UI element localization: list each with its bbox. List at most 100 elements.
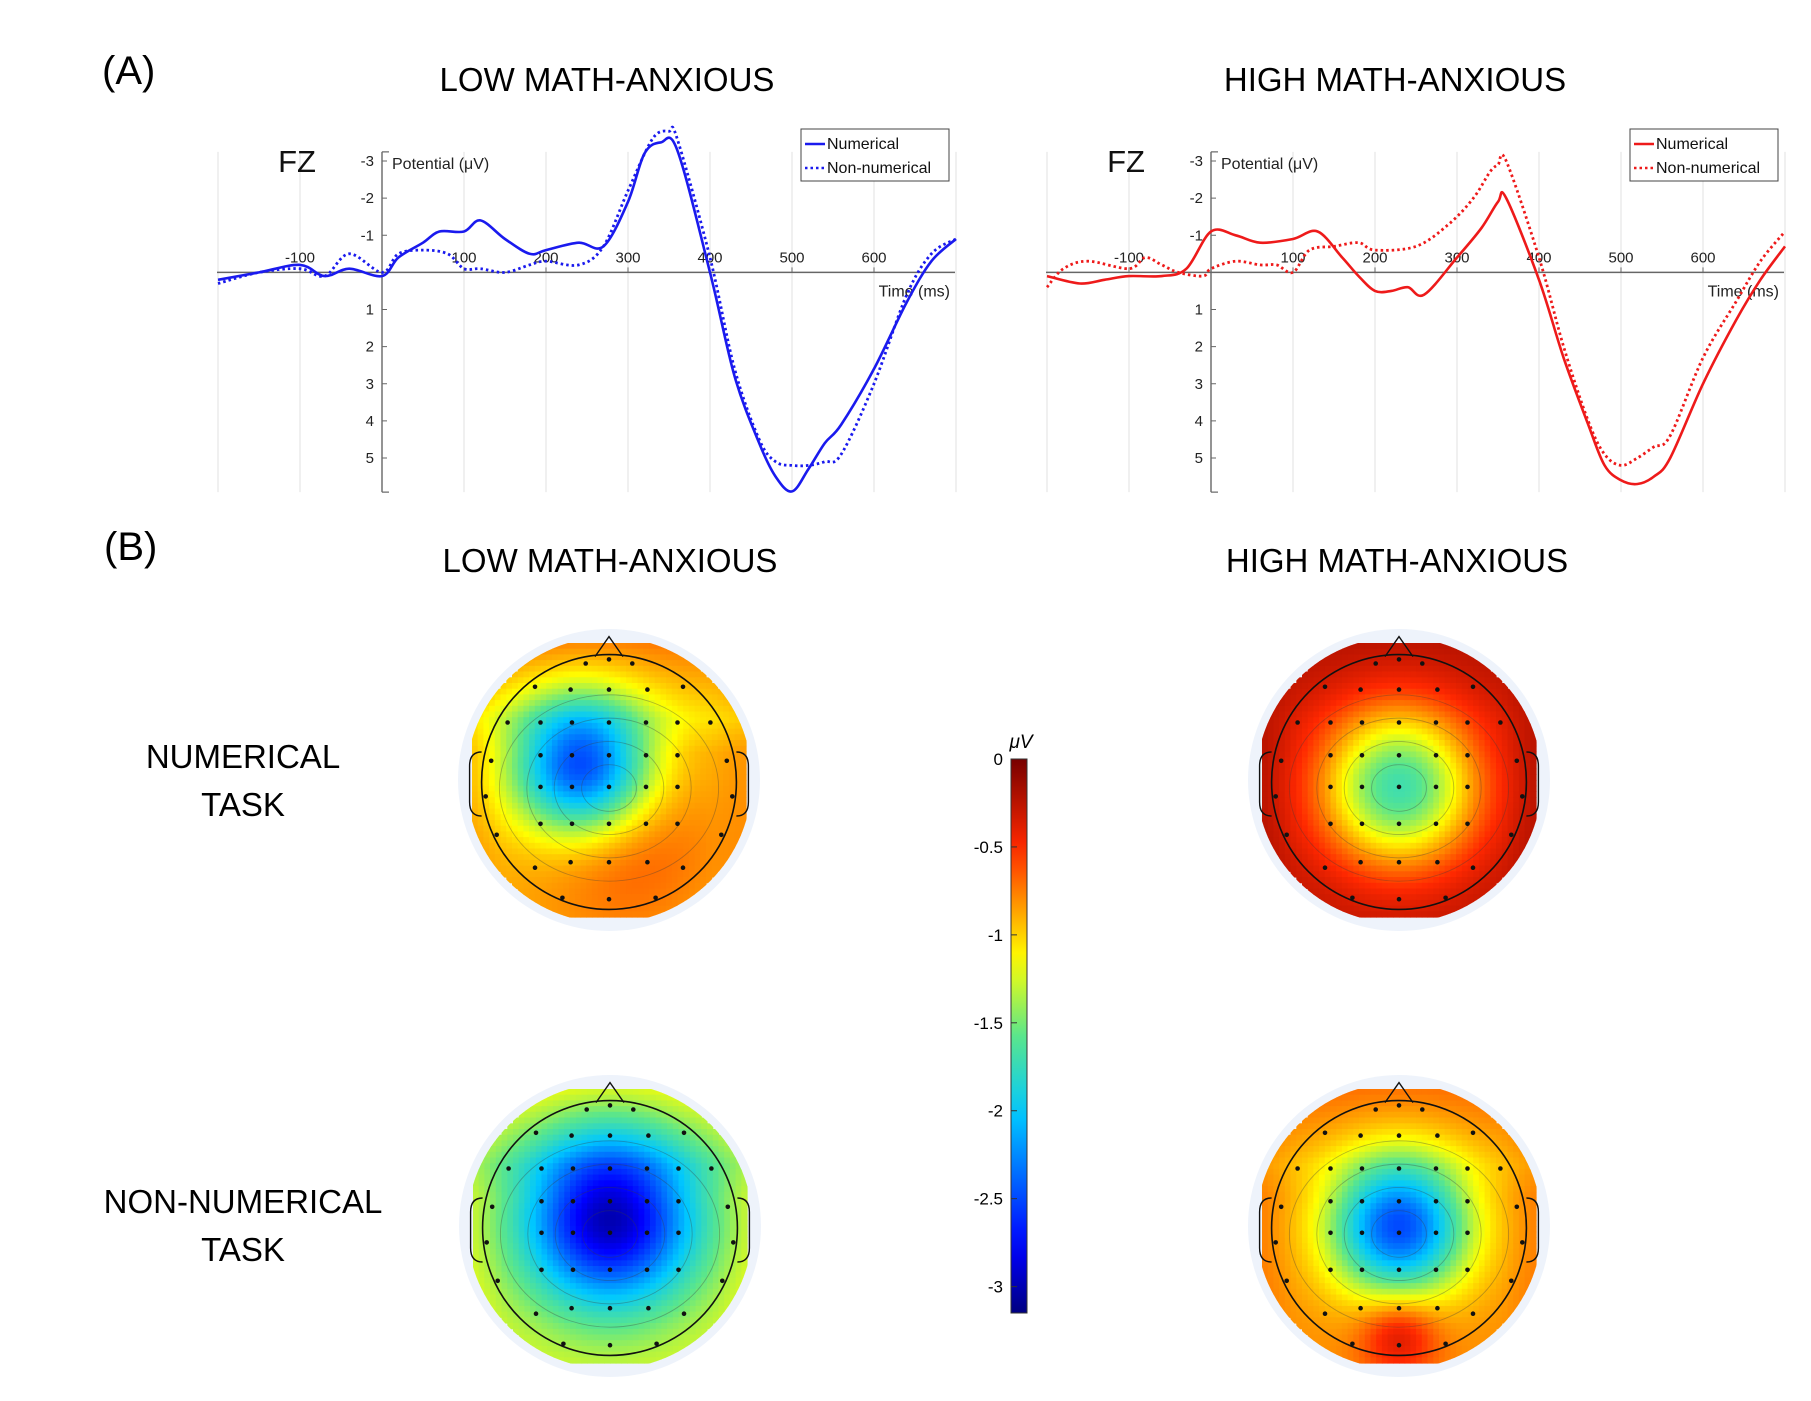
left-ear	[469, 1197, 483, 1263]
electrode-dot	[676, 1166, 681, 1171]
y-tick-label: 5	[1195, 450, 1203, 467]
electrode-dot	[1278, 1204, 1284, 1210]
x-tick-label: -100	[1114, 249, 1144, 266]
electrode-dot	[1465, 1230, 1470, 1236]
x-tick-label: 100	[1280, 249, 1305, 266]
electrode-dot	[1322, 684, 1328, 690]
electrode-dot	[1514, 758, 1520, 764]
electrode-dot	[1435, 859, 1440, 865]
x-tick-label: 100	[451, 249, 476, 266]
electrode-dot	[1396, 1103, 1402, 1108]
electrode-dot	[644, 1166, 650, 1171]
electrode-dot	[675, 784, 680, 790]
electrode-dot	[560, 895, 565, 901]
head-outline	[481, 1099, 739, 1357]
topo-cells	[473, 1089, 748, 1364]
x-tick-label: 500	[779, 249, 804, 266]
electrode-dot	[1433, 1230, 1439, 1236]
electrode-dot	[1396, 1133, 1402, 1138]
left-ear	[1258, 751, 1272, 817]
electrode-dot	[1328, 1166, 1333, 1171]
panel-a-low-title: LOW MATH-ANXIOUS	[440, 61, 775, 98]
electrode-dot	[1358, 1133, 1363, 1138]
y-tick-label: 4	[1195, 413, 1203, 430]
colorbar-tick-label: -0.5	[974, 838, 1003, 857]
row-label-numerical-line2: TASK	[201, 786, 285, 823]
electrode-dot	[1433, 1199, 1439, 1204]
colorbar: μV 0 -0.5 -1 -1.5 -2 -2.5 -3	[974, 732, 1035, 1314]
electrode-dot	[643, 821, 649, 827]
electrode-dot	[1328, 784, 1333, 790]
electrode-dot	[607, 1342, 613, 1348]
electrode-dot	[1273, 794, 1278, 799]
x-tick-label: 300	[615, 249, 640, 266]
left-ear	[1258, 1197, 1272, 1263]
electrode-dot	[607, 1199, 613, 1204]
electrode-dot	[539, 1267, 544, 1273]
electrode-dot	[1396, 859, 1402, 865]
topo-contour	[526, 717, 692, 859]
y-tick-label: 5	[366, 450, 374, 467]
topo-contour	[582, 1210, 638, 1258]
erp-plot-high-anxious: -100 100 200 300 400 500 600-3-2-112345Potenti…	[1045, 128, 1787, 493]
legend-label: Numerical	[1656, 136, 1728, 153]
electrode-dot	[570, 1199, 576, 1204]
x-axis-label: Time (ms)	[1708, 283, 1779, 300]
electrode-dot	[1443, 1341, 1448, 1347]
left-ear	[468, 751, 482, 817]
electrode-dot	[630, 661, 635, 666]
electrode-dot	[1498, 1166, 1503, 1171]
legend-label: Non-numerical	[827, 160, 931, 177]
row-label-non-numerical: NON-NUMERICAL TASK	[104, 1183, 383, 1268]
electrode-dot	[709, 1166, 714, 1171]
panel-a-label: (A)	[102, 49, 155, 93]
electrode-dot	[538, 753, 543, 758]
electrode-dot	[676, 1267, 681, 1273]
electrode-dot	[1328, 821, 1333, 827]
electrode-dot	[1465, 784, 1470, 790]
topo-cells	[1262, 1089, 1537, 1364]
electrode-dot	[1359, 1267, 1365, 1273]
y-tick-label: 4	[366, 413, 374, 430]
topo-contour	[553, 740, 665, 836]
y-tick-label: -1	[1190, 227, 1203, 244]
legend-label: Non-numerical	[1656, 160, 1760, 177]
electrode-dot	[1433, 720, 1439, 725]
legend-box	[1629, 128, 1779, 182]
panel-b-label: (B)	[104, 525, 157, 569]
electrode-dot	[646, 1133, 651, 1138]
electrode-dot	[607, 1103, 613, 1108]
electrode-dot	[1350, 1341, 1355, 1347]
panel-b-high-title: HIGH MATH-ANXIOUS	[1226, 542, 1568, 579]
electrode-dot	[731, 1240, 736, 1245]
electrode-dot	[645, 687, 650, 692]
y-tick-label: 1	[1195, 302, 1203, 319]
electrode-dot	[569, 821, 575, 827]
electrode-dot	[1396, 753, 1402, 758]
colorbar-tick-label: 0	[994, 750, 1003, 769]
electrode-dot	[1359, 1230, 1365, 1236]
electrode-dot	[583, 661, 588, 666]
y-tick-label: 2	[366, 339, 374, 356]
topo-map-high-numerical	[1248, 629, 1550, 931]
electrode-dot	[1328, 1267, 1333, 1273]
nose	[1384, 1081, 1414, 1103]
series-line-non-numerical	[217, 125, 957, 468]
electrode-dot	[1273, 1240, 1278, 1245]
x-tick-label: 400	[697, 249, 722, 266]
electrode-dot	[606, 753, 612, 758]
electrode-dot	[1433, 784, 1439, 790]
y-tick-label: -3	[1190, 153, 1203, 170]
electrode-dot	[675, 720, 680, 725]
electrode-dot	[653, 895, 658, 901]
electrode-dot	[495, 1278, 501, 1284]
electrode-dot	[1295, 1166, 1300, 1171]
electrode-dot	[646, 1305, 651, 1311]
electrode-dot	[1358, 687, 1363, 692]
electrode-dot	[724, 758, 730, 764]
electrode-dot	[506, 1166, 511, 1171]
electrode-dot	[1396, 720, 1402, 725]
electrode-dot	[1328, 753, 1333, 758]
electrode-dot	[1396, 1342, 1402, 1348]
electrode-dot	[1433, 1166, 1439, 1171]
